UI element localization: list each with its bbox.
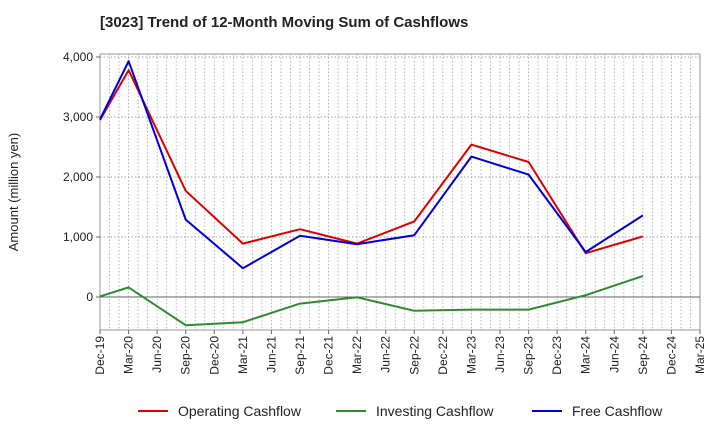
x-tick-label: Jun-23 [493, 336, 507, 373]
x-tick-label: Jun-22 [379, 336, 393, 373]
x-tick-label: Jun-24 [607, 336, 621, 373]
y-tick-label: 0 [86, 290, 93, 304]
x-tick-label: Dec-23 [550, 336, 564, 375]
y-axis-label: Amount (million yen) [6, 133, 21, 252]
x-tick-label: Mar-21 [236, 336, 250, 374]
series-line [99, 60, 644, 270]
x-tick-label: Sep-24 [636, 336, 650, 375]
x-tick-label: Sep-22 [407, 336, 421, 375]
legend-label: Operating Cashflow [178, 403, 302, 419]
series-line [99, 275, 644, 327]
x-tick-label: Sep-23 [522, 336, 536, 375]
series-line [99, 69, 644, 255]
x-tick-label: Dec-24 [664, 336, 678, 375]
x-tick-label: Mar-25 [693, 336, 707, 374]
y-tick-label: 2,000 [63, 170, 93, 184]
x-tick-label: Sep-21 [293, 336, 307, 375]
x-tick-label: Jun-21 [264, 336, 278, 373]
y-tick-label: 4,000 [63, 50, 93, 64]
legend-label: Investing Cashflow [376, 403, 494, 419]
x-tick-label: Dec-20 [207, 336, 221, 375]
x-tick-label: Mar-24 [579, 336, 593, 374]
x-tick-label: Mar-20 [122, 336, 136, 374]
x-tick-label: Jun-20 [150, 336, 164, 373]
y-tick-label: 3,000 [63, 110, 93, 124]
plot-frame [99, 53, 701, 331]
legend-label: Free Cashflow [572, 403, 663, 419]
y-tick-label: 1,000 [63, 230, 93, 244]
x-tick-label: Dec-22 [436, 336, 450, 375]
x-tick-label: Sep-20 [179, 336, 193, 375]
x-tick-label: Dec-21 [322, 336, 336, 375]
x-tick-label: Mar-23 [464, 336, 478, 374]
chart-title: [3023] Trend of 12-Month Moving Sum of C… [100, 14, 469, 31]
x-tick-label: Mar-22 [350, 336, 364, 374]
x-tick-label: Dec-19 [93, 336, 107, 375]
